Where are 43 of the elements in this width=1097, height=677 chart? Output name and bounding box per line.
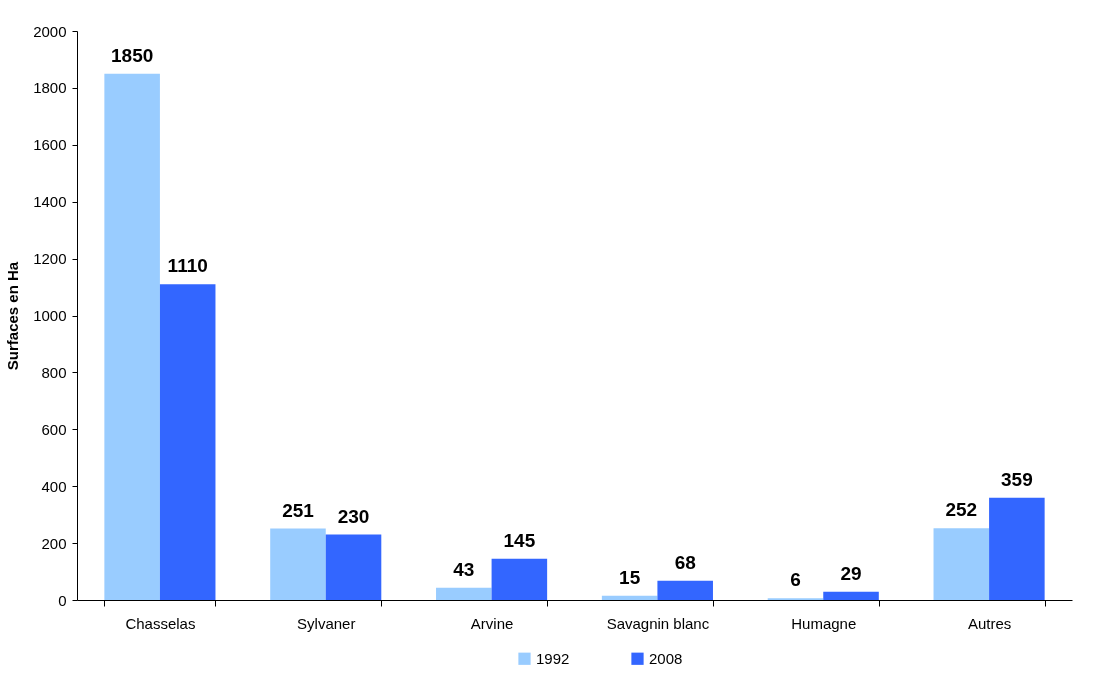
y-tick-label: 1400: [33, 193, 67, 211]
y-tick-label: 1800: [33, 79, 67, 97]
x-tick-label: Chasselas: [125, 614, 196, 632]
x-tick-label: Autres: [967, 614, 1012, 632]
y-tick-label: 400: [41, 477, 67, 495]
bar: [933, 528, 990, 600]
y-tick-label: 1000: [33, 307, 67, 324]
bar: [989, 497, 1045, 600]
y-tick-label: 200: [41, 534, 67, 552]
bar: [159, 284, 216, 600]
bar: [104, 73, 160, 600]
legend-label: 1992: [536, 649, 570, 667]
y-tick-label: 800: [41, 363, 67, 381]
data-label: 6: [790, 569, 801, 591]
x-tick-label: Sylvaner: [297, 614, 356, 632]
data-label: 230: [337, 505, 370, 527]
y-tick-label: 0: [58, 591, 67, 609]
data-label: 359: [1001, 468, 1033, 490]
x-tick-label: Savagnin blanc: [606, 614, 710, 632]
bar: [436, 587, 492, 600]
y-tick-label: 600: [41, 420, 67, 438]
data-label: 68: [674, 551, 696, 573]
y-axis-title: Surfaces en Ha: [4, 261, 22, 371]
data-label: 1850: [111, 44, 154, 66]
x-tick-label: Arvine: [470, 614, 514, 632]
data-label: 43: [453, 558, 475, 580]
x-tick-label: Humagne: [791, 614, 857, 632]
y-tick-label: 1200: [33, 250, 67, 268]
bar: [601, 595, 658, 600]
y-tick-label: 2000: [33, 22, 67, 40]
data-label: 15: [619, 566, 641, 588]
y-tick-label: 1600: [33, 136, 67, 154]
data-label: 145: [503, 529, 536, 551]
bar: [823, 591, 879, 600]
bar: [657, 580, 713, 600]
bar: [491, 558, 548, 600]
data-label: 29: [840, 562, 862, 584]
legend-label: 2008: [649, 649, 683, 667]
bar: [270, 528, 326, 600]
data-label: 1110: [167, 255, 208, 277]
data-label: 252: [945, 499, 978, 521]
bar: [325, 534, 382, 600]
data-label: 251: [282, 499, 315, 521]
